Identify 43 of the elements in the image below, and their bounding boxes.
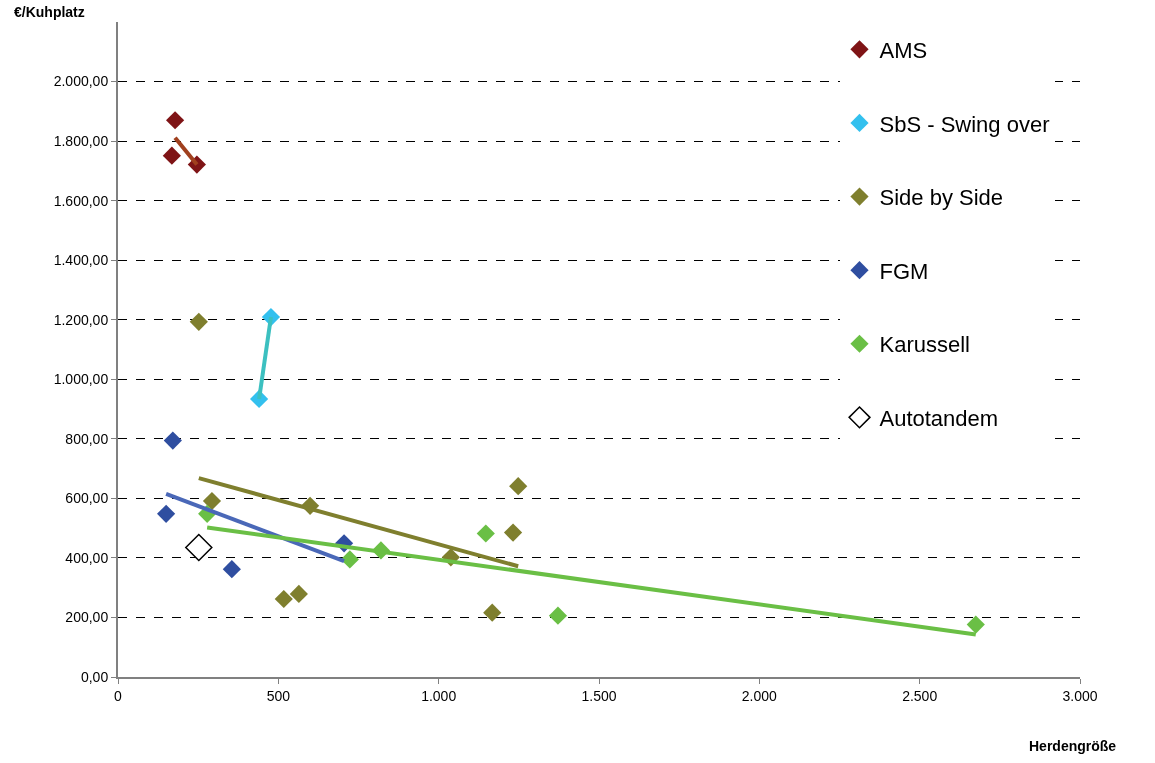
y-tick-label: 2.000,00 <box>53 73 109 90</box>
legend-label: AMS <box>879 37 928 63</box>
y-tick-label: 600,00 <box>65 490 109 507</box>
legend-label: SbS - Swing over <box>879 111 1050 137</box>
point <box>548 606 568 625</box>
point <box>483 603 502 622</box>
y-tick-label: 1.600,00 <box>53 192 109 209</box>
point <box>966 615 985 634</box>
point <box>185 533 213 562</box>
y-axis-title: €/Kuhplatz <box>14 4 85 20</box>
x-tick-label: 1.000 <box>421 687 457 704</box>
point <box>162 146 181 165</box>
x-tick-label: 500 <box>266 687 291 704</box>
point <box>163 431 182 450</box>
point <box>222 560 241 579</box>
y-tick-label: 800,00 <box>65 430 109 447</box>
y-tick-label: 400,00 <box>65 549 109 566</box>
y-tick-label: 1.400,00 <box>53 252 109 269</box>
y-tick-label: 1.800,00 <box>53 132 109 149</box>
point <box>189 312 208 331</box>
point <box>202 491 222 511</box>
y-tick-label: 1.000,00 <box>53 371 109 388</box>
point <box>157 504 176 523</box>
y-tick-label: 1.200,00 <box>53 311 109 328</box>
point <box>509 477 528 496</box>
y-tick-label: 0,00 <box>80 668 109 685</box>
point <box>165 111 185 130</box>
point <box>503 523 523 542</box>
legend-label: Side by Side <box>879 185 1004 211</box>
legend-label: Karussell <box>879 332 970 358</box>
point <box>340 550 359 569</box>
point <box>289 584 308 604</box>
legend-label: Autotandem <box>879 405 999 431</box>
point <box>274 589 293 609</box>
y-tick-label: 200,00 <box>65 609 109 626</box>
legend-label: FGM <box>879 258 929 284</box>
x-tick-label: 0 <box>114 687 123 704</box>
x-axis-title: Herdengröße <box>1029 738 1117 754</box>
x-tick-label: 3.000 <box>1062 687 1098 704</box>
x-tick-label: 1.500 <box>581 687 617 704</box>
x-tick-label: 2.500 <box>902 687 938 704</box>
point <box>476 524 495 543</box>
x-tick-label: 2.000 <box>741 687 778 704</box>
